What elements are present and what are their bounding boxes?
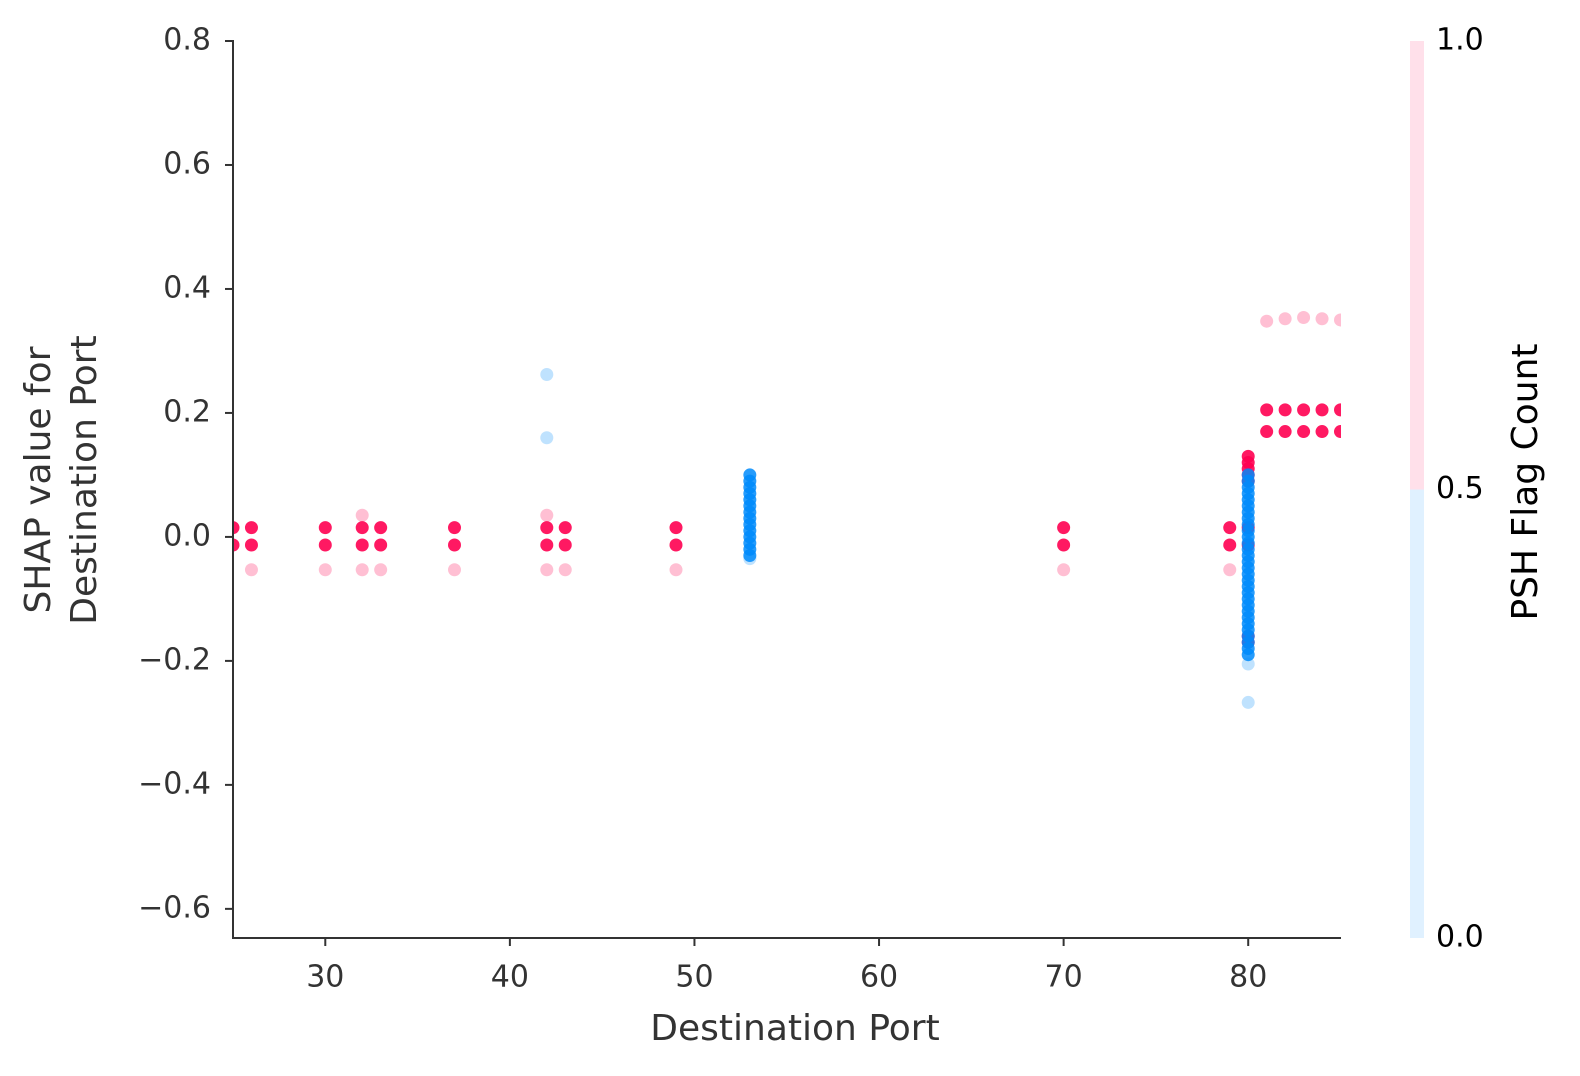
point (743, 549, 757, 563)
point (743, 552, 757, 566)
point (244, 563, 258, 577)
point (355, 508, 369, 522)
point (355, 521, 369, 535)
point (1241, 657, 1255, 671)
point (1278, 425, 1292, 439)
x-tick-label: 50 (675, 960, 713, 995)
point (1241, 648, 1255, 662)
y-tick-label: 0.0 (163, 518, 211, 553)
point (540, 563, 554, 577)
point (1297, 310, 1311, 324)
x-tick-label: 60 (860, 960, 898, 995)
point (448, 521, 461, 535)
x-tick-label: 70 (1045, 960, 1083, 995)
point (669, 521, 683, 535)
x-axis-label: Destination Port (650, 1008, 939, 1049)
point (540, 521, 554, 535)
y-tick-label: 0.2 (163, 394, 211, 429)
point (1315, 312, 1329, 326)
point (244, 521, 258, 535)
point (1334, 403, 1341, 417)
colorbar-label: PSH Flag Count (1505, 343, 1546, 620)
point (374, 521, 388, 535)
point (1334, 313, 1341, 327)
point (558, 538, 572, 552)
point (1223, 538, 1237, 552)
point (558, 563, 572, 577)
point (1260, 403, 1274, 417)
point (1260, 314, 1274, 328)
point (318, 521, 332, 535)
point (669, 538, 683, 552)
point (1260, 425, 1274, 439)
point (355, 538, 369, 552)
point (355, 563, 369, 577)
y-tick-label: 0.6 (163, 146, 211, 181)
y-axis-label: Destination Port (64, 335, 105, 624)
point (1278, 312, 1292, 326)
point (558, 521, 572, 535)
point (1223, 563, 1237, 577)
point (1241, 695, 1255, 709)
y-tick-label: −0.4 (138, 766, 211, 801)
colorbar-high (1410, 41, 1424, 490)
point (1334, 425, 1341, 439)
point (669, 563, 683, 577)
point (244, 538, 258, 552)
point (233, 521, 240, 535)
point (1315, 403, 1329, 417)
x-tick-label: 30 (306, 960, 344, 995)
y-tick-label: 0.8 (163, 23, 211, 58)
point (1223, 521, 1237, 535)
point (374, 563, 388, 577)
point (1057, 521, 1071, 535)
point (233, 538, 240, 552)
y-tick-label: −0.6 (138, 890, 211, 925)
point (1297, 403, 1311, 417)
colorbar-tick-label: 1.0 (1436, 23, 1484, 58)
colorbar-tick-label: 0.5 (1436, 471, 1484, 506)
point (318, 563, 332, 577)
point (540, 431, 554, 445)
y-axis-label: SHAP value for (18, 346, 59, 613)
y-tick-label: 0.4 (163, 270, 211, 305)
point (1297, 425, 1311, 439)
point (318, 538, 332, 552)
point (540, 538, 554, 552)
point (448, 538, 461, 552)
point (540, 368, 554, 382)
point (1057, 538, 1071, 552)
point (1278, 403, 1292, 417)
point (1315, 425, 1329, 439)
colorbar-tick-label: 0.0 (1436, 920, 1484, 955)
x-tick-label: 40 (491, 960, 529, 995)
point (1057, 563, 1071, 577)
y-tick-label: −0.2 (138, 642, 211, 677)
colorbar-low (1410, 489, 1424, 938)
x-tick-label: 80 (1229, 960, 1267, 995)
point (374, 538, 388, 552)
point (540, 508, 554, 522)
point (448, 563, 461, 577)
